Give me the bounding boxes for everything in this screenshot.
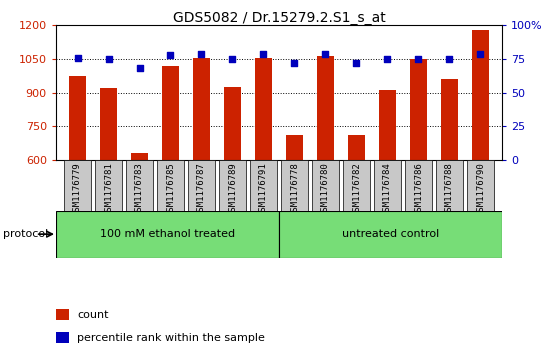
Bar — [126, 160, 153, 211]
Bar — [193, 58, 210, 160]
Bar — [286, 135, 303, 160]
Bar — [69, 76, 86, 160]
Text: GSM1176782: GSM1176782 — [352, 162, 361, 216]
Point — [445, 56, 454, 62]
Point — [383, 56, 392, 62]
Text: untreated control: untreated control — [342, 229, 439, 239]
Bar — [250, 160, 277, 211]
Bar — [255, 58, 272, 160]
Bar — [224, 87, 241, 160]
Bar — [56, 309, 69, 320]
Bar — [312, 160, 339, 211]
Point — [104, 56, 113, 62]
Point — [321, 51, 330, 57]
Text: GSM1176781: GSM1176781 — [104, 162, 113, 216]
Point — [414, 56, 423, 62]
Text: percentile rank within the sample: percentile rank within the sample — [78, 333, 265, 343]
Text: protocol: protocol — [3, 229, 48, 239]
Point — [476, 51, 485, 57]
Text: 100 mM ethanol treated: 100 mM ethanol treated — [100, 229, 235, 239]
Text: count: count — [78, 310, 109, 320]
Bar — [56, 211, 279, 258]
Point — [197, 51, 206, 57]
Text: GSM1176783: GSM1176783 — [135, 162, 144, 216]
Bar — [348, 135, 365, 160]
Bar — [219, 160, 246, 211]
Point — [228, 56, 237, 62]
Bar — [95, 160, 122, 211]
Bar — [436, 160, 463, 211]
Bar — [281, 160, 308, 211]
Text: GSM1176788: GSM1176788 — [445, 162, 454, 216]
Text: GSM1176787: GSM1176787 — [197, 162, 206, 216]
Text: GSM1176789: GSM1176789 — [228, 162, 237, 216]
Bar — [131, 153, 148, 160]
Bar — [472, 30, 489, 160]
Text: GSM1176780: GSM1176780 — [321, 162, 330, 216]
Text: GDS5082 / Dr.15279.2.S1_s_at: GDS5082 / Dr.15279.2.S1_s_at — [172, 11, 386, 25]
Point — [73, 55, 82, 61]
Bar — [374, 160, 401, 211]
Bar — [157, 160, 184, 211]
Point — [352, 60, 361, 66]
Bar — [467, 160, 494, 211]
Bar — [379, 90, 396, 160]
Bar — [410, 59, 427, 160]
Bar — [405, 160, 432, 211]
Bar — [162, 66, 179, 160]
Text: GSM1176785: GSM1176785 — [166, 162, 175, 216]
Text: GSM1176786: GSM1176786 — [414, 162, 423, 216]
Text: GSM1176784: GSM1176784 — [383, 162, 392, 216]
Bar — [317, 56, 334, 160]
Text: GSM1176791: GSM1176791 — [259, 162, 268, 216]
Bar — [343, 160, 370, 211]
Text: GSM1176778: GSM1176778 — [290, 162, 299, 216]
Point — [135, 65, 144, 71]
Bar — [56, 332, 69, 343]
Point — [166, 52, 175, 58]
Text: GSM1176779: GSM1176779 — [73, 162, 82, 216]
Text: GSM1176790: GSM1176790 — [476, 162, 485, 216]
Point — [259, 51, 268, 57]
Bar — [100, 88, 117, 160]
Bar — [188, 160, 215, 211]
Bar — [279, 211, 502, 258]
Point — [290, 60, 299, 66]
Bar — [64, 160, 91, 211]
Bar — [441, 79, 458, 160]
